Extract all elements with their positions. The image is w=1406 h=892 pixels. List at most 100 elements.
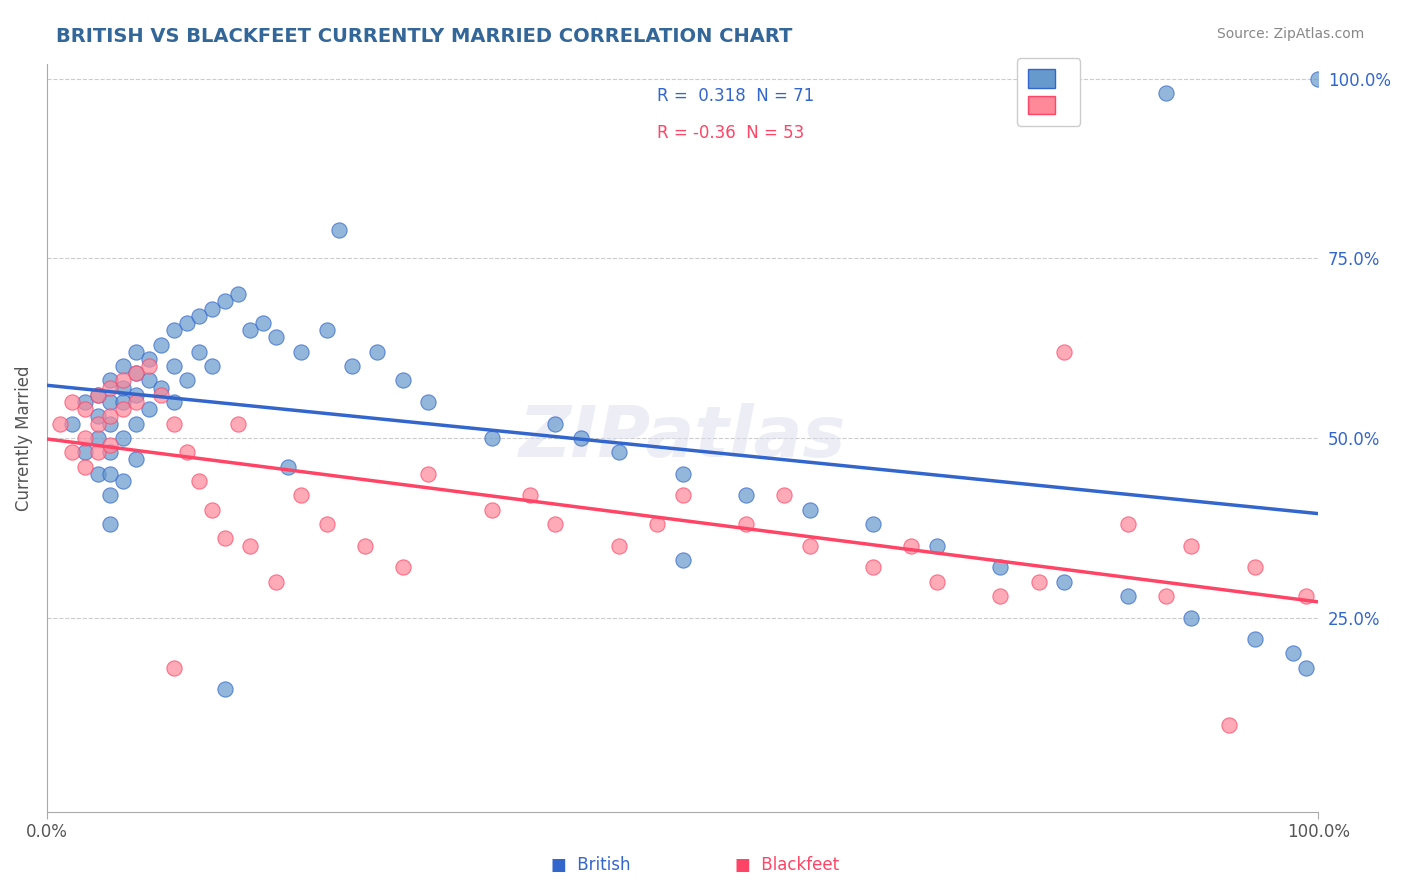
Point (60, 445, 83, 459)
Point (100, 517, 122, 532)
Point (125, 344, 148, 359)
Point (100, 445, 122, 459)
Point (112, 359, 135, 373)
Point (87, 467, 110, 481)
Point (607, 445, 630, 459)
Point (87, 388, 110, 402)
Point (73, 402, 96, 417)
Text: R =  0.318  N = 71: R = 0.318 N = 71 (657, 87, 814, 104)
Text: R = -0.36  N = 53: R = -0.36 N = 53 (657, 124, 804, 142)
Point (201, 301, 224, 316)
Point (315, 323, 337, 337)
Y-axis label: Currently Married: Currently Married (15, 365, 32, 510)
Point (112, 373, 135, 387)
Point (100, 381, 122, 395)
Point (48, 417, 70, 431)
Point (150, 381, 173, 395)
Point (1028, 574, 1050, 589)
Point (176, 373, 198, 387)
Point (671, 467, 693, 481)
Legend: , : , (1017, 58, 1080, 126)
Point (925, 539, 948, 553)
Point (73, 431, 96, 445)
Point (60, 395, 83, 409)
Point (418, 395, 440, 409)
Point (1218, 718, 1240, 732)
Point (125, 395, 148, 409)
Point (290, 344, 312, 359)
Point (87, 388, 110, 402)
Point (214, 682, 236, 697)
Point (1053, 344, 1076, 359)
Point (671, 488, 693, 502)
Point (112, 474, 135, 488)
Point (100, 409, 122, 424)
Point (481, 502, 503, 516)
Point (1282, 647, 1305, 661)
Text: Source: ZipAtlas.com: Source: ZipAtlas.com (1216, 27, 1364, 41)
Point (1295, 661, 1317, 675)
Point (125, 366, 148, 380)
Point (87, 409, 110, 424)
Point (990, 589, 1012, 603)
Point (1180, 539, 1202, 553)
Point (214, 294, 236, 309)
Point (201, 502, 224, 516)
Point (366, 344, 388, 359)
Point (544, 417, 567, 431)
Point (1053, 574, 1076, 589)
Point (862, 517, 884, 532)
Point (990, 560, 1012, 574)
Point (201, 359, 224, 373)
Point (87, 417, 110, 431)
Point (340, 359, 363, 373)
Point (277, 459, 299, 474)
Point (264, 330, 287, 344)
Text: ■  British: ■ British (551, 856, 630, 874)
Point (150, 337, 173, 351)
Point (799, 539, 821, 553)
Point (125, 452, 148, 467)
Point (163, 417, 186, 431)
Point (125, 366, 148, 380)
Point (900, 539, 922, 553)
Point (112, 395, 135, 409)
Point (862, 560, 884, 574)
Point (1180, 610, 1202, 624)
Text: ■  Blackfeet: ■ Blackfeet (735, 856, 839, 874)
Point (1308, 71, 1330, 86)
Point (226, 417, 249, 431)
Point (353, 539, 375, 553)
Point (138, 373, 160, 387)
Point (607, 539, 630, 553)
Point (315, 517, 337, 532)
Point (163, 323, 186, 337)
Point (100, 373, 122, 387)
Point (226, 287, 249, 301)
Point (264, 574, 287, 589)
Text: ZIPatlas: ZIPatlas (519, 403, 846, 473)
Point (163, 395, 186, 409)
Point (1295, 589, 1317, 603)
Point (100, 488, 122, 502)
Point (112, 431, 135, 445)
Point (188, 474, 211, 488)
Point (735, 517, 758, 532)
Point (100, 417, 122, 431)
Text: BRITISH VS BLACKFEET CURRENTLY MARRIED CORRELATION CHART: BRITISH VS BLACKFEET CURRENTLY MARRIED C… (56, 27, 793, 45)
Point (138, 359, 160, 373)
Point (735, 488, 758, 502)
Point (73, 459, 96, 474)
Point (138, 351, 160, 366)
Point (392, 560, 415, 574)
Point (87, 445, 110, 459)
Point (138, 402, 160, 417)
Point (60, 417, 83, 431)
Point (125, 417, 148, 431)
Point (100, 395, 122, 409)
Point (925, 574, 948, 589)
Point (773, 488, 796, 502)
Point (252, 316, 274, 330)
Point (188, 309, 211, 323)
Point (73, 445, 96, 459)
